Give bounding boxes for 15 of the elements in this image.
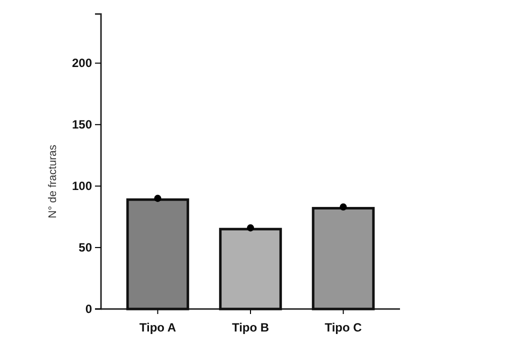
point <box>246 224 254 232</box>
y-tick-label: 0 <box>85 302 92 316</box>
point <box>340 203 347 211</box>
point <box>154 194 162 202</box>
y-tick-label: 50 <box>78 240 92 254</box>
x-tick-label: Tipo A <box>139 320 176 334</box>
bar <box>312 206 375 310</box>
x-tick-label: Tipo C <box>324 320 362 334</box>
y-axis-title: N° de fracturas <box>47 144 59 218</box>
y-tick-label: 200 <box>72 56 92 70</box>
y-tick-label: 150 <box>72 117 92 132</box>
y-tick-label: 100 <box>72 178 92 193</box>
x-tick-label: Tipo B <box>232 320 270 334</box>
bar <box>219 228 282 310</box>
bar <box>126 198 190 310</box>
